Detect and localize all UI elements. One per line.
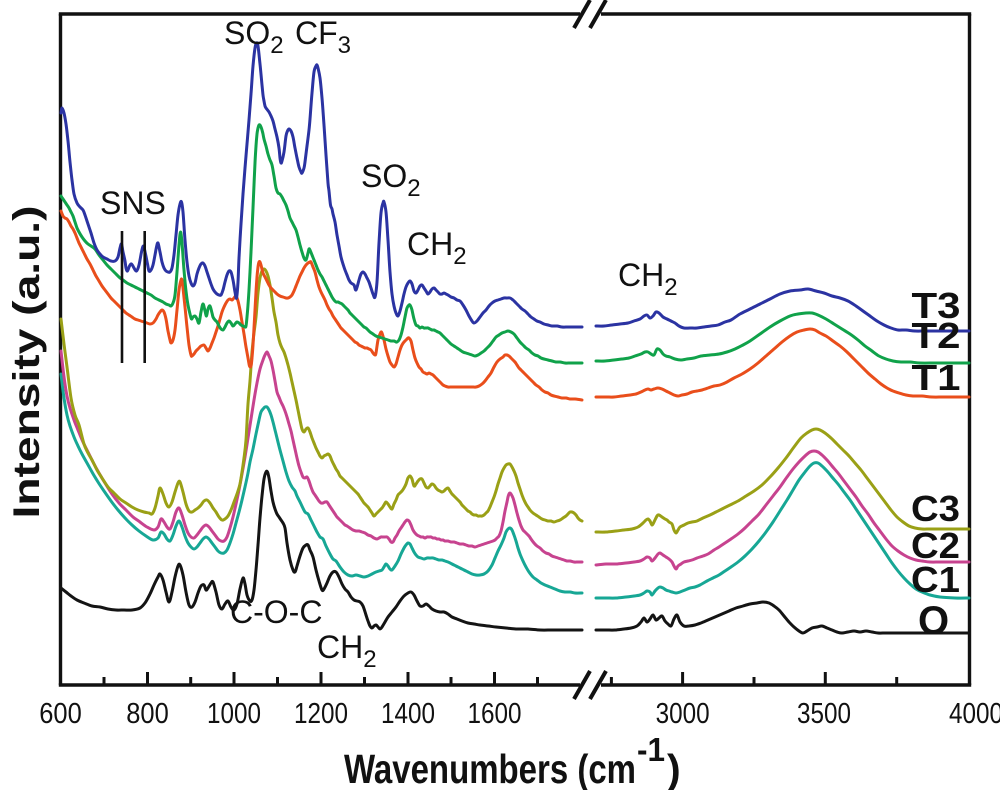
svg-text:1000: 1000 [207, 698, 261, 730]
svg-text:3500: 3500 [797, 698, 851, 730]
svg-text:4000: 4000 [949, 698, 1000, 730]
svg-text:-1: -1 [637, 731, 665, 768]
svg-text:800: 800 [126, 698, 169, 730]
svg-text:1400: 1400 [381, 698, 435, 730]
svg-text:Intensity (a.u.): Intensity (a.u.) [6, 206, 47, 519]
svg-text:C2: C2 [911, 525, 960, 566]
svg-text:C1: C1 [911, 559, 960, 600]
svg-text:3000: 3000 [656, 698, 710, 730]
svg-text:): ) [667, 746, 681, 790]
svg-text:C-O-C: C-O-C [230, 594, 322, 630]
svg-text:600: 600 [39, 698, 82, 730]
svg-text:SNS: SNS [100, 185, 166, 221]
svg-text:C3: C3 [911, 488, 960, 529]
svg-text:T1: T1 [912, 357, 961, 398]
svg-text:1200: 1200 [294, 698, 348, 730]
svg-text:1600: 1600 [468, 698, 522, 730]
svg-text:T3: T3 [912, 285, 961, 326]
svg-text:T2: T2 [912, 315, 961, 356]
svg-text:Wavenumbers (cm: Wavenumbers (cm [344, 746, 636, 790]
svg-text:O: O [918, 599, 949, 643]
